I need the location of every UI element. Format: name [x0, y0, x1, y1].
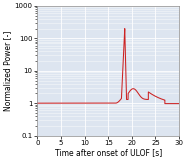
Y-axis label: Normalized Power [-]: Normalized Power [-]	[4, 31, 13, 111]
X-axis label: Time after onset of ULOF [s]: Time after onset of ULOF [s]	[55, 149, 162, 157]
